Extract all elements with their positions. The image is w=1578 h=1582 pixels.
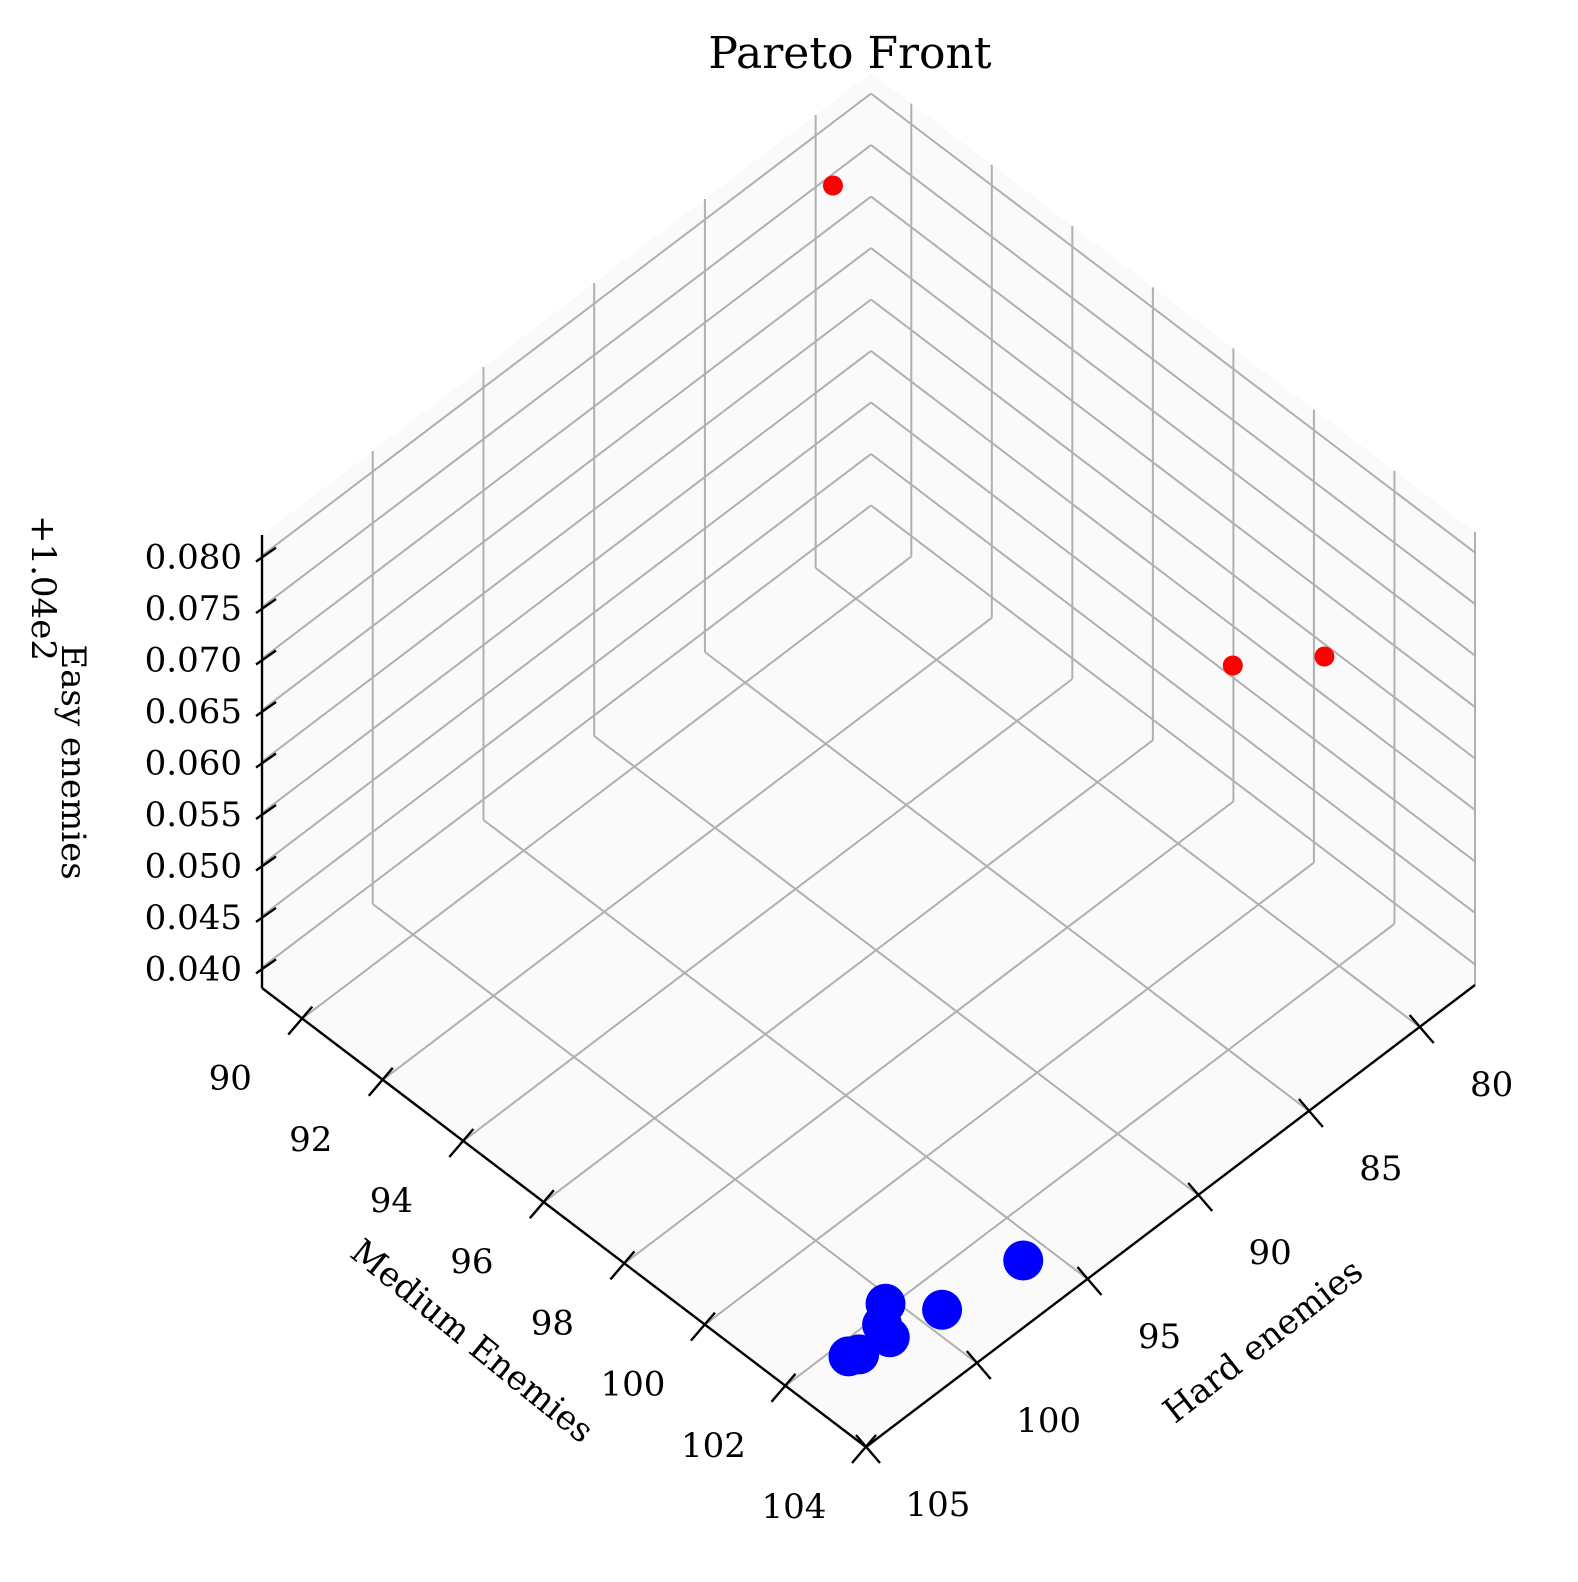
y-tick [367, 1067, 394, 1097]
red-point [1222, 655, 1243, 676]
y-tick [448, 1128, 475, 1158]
grid-line-z-left-wall [261, 453, 872, 917]
axes-lines [260, 535, 1476, 1448]
grid-line-z-left-wall [261, 350, 872, 814]
x-tick-label: 100 [1016, 1401, 1081, 1441]
chart-title: Pareto Front [708, 28, 991, 79]
floor-pane [262, 526, 1475, 1447]
grid-line-y-floor [543, 739, 1154, 1203]
grid-line-y-floor [462, 678, 1073, 1142]
z-axis-label: Easy enemies [53, 644, 93, 879]
data-points [822, 175, 1335, 1377]
x-tick-label: 95 [1138, 1317, 1181, 1357]
y-tick [287, 1005, 314, 1036]
x-tick [1076, 1266, 1103, 1296]
y-tick [770, 1373, 797, 1403]
grid-line-z-right-wall [870, 453, 1476, 914]
red-point [1314, 646, 1335, 667]
y-tick-label: 94 [370, 1181, 413, 1221]
z-tick [255, 701, 277, 718]
z-tick [255, 855, 277, 872]
z-tick [255, 906, 277, 923]
axis-ticks: 80 85 90 95 100 105 90 92 94 96 98 100 102 104 0.040 0.… [145, 538, 1514, 1527]
x-tick [1187, 1182, 1214, 1212]
x-tick-label: 85 [1359, 1149, 1402, 1189]
grid-line-y-floor [301, 555, 912, 1020]
x-axis-line [865, 984, 1476, 1448]
red-point [822, 175, 843, 196]
grid-line-z-right-wall [870, 350, 1476, 811]
z-tick-label: 0.050 [145, 846, 242, 886]
z-tick-label: 0.070 [145, 641, 242, 681]
x-tick [1297, 1098, 1324, 1128]
grid-line-y-floor [382, 617, 993, 1081]
z-tick [255, 546, 277, 563]
grid-line-z-left-wall [261, 92, 872, 557]
y-tick-label: 104 [762, 1487, 827, 1527]
grid-line-y-floor [623, 800, 1235, 1265]
z-axis-offset-text: +1.04e2 [23, 515, 63, 661]
z-tick [255, 598, 277, 615]
z-tick [255, 752, 277, 769]
blue-point [828, 1336, 869, 1377]
z-tick-label: 0.065 [145, 692, 242, 732]
z-tick-label: 0.060 [145, 744, 242, 784]
z-tick [255, 803, 277, 820]
y-tick-label: 96 [450, 1242, 493, 1282]
grid-line-z-left-wall [261, 298, 872, 763]
y-tick-label: 90 [209, 1059, 252, 1099]
y-tick [609, 1250, 636, 1281]
y-tick-label: 100 [600, 1365, 665, 1405]
grid-line-z-left-wall [261, 401, 872, 866]
z-tick-label: 0.075 [145, 589, 242, 629]
grid-line-z-right-wall [870, 195, 1476, 657]
axes-panes [262, 73, 1475, 1447]
z-tick-label: 0.040 [145, 949, 242, 989]
y-tick [528, 1189, 555, 1219]
y-tick [690, 1311, 716, 1342]
x-axis-label: Hard enemies [1156, 1251, 1371, 1431]
z-tick-label: 0.055 [145, 795, 242, 835]
blue-point [869, 1317, 910, 1358]
grid-line-z-right-wall [870, 504, 1476, 966]
z-tick-label: 0.045 [145, 898, 242, 938]
z-tick [255, 649, 277, 666]
y-axis-line [261, 987, 867, 1448]
grid-line-z-right-wall [870, 247, 1476, 708]
y-tick-label: 92 [289, 1120, 332, 1160]
z-tick [255, 958, 277, 975]
grid-line-y-floor [704, 861, 1315, 1326]
grid-line-z-left-wall [261, 504, 872, 969]
x-tick-label: 105 [906, 1485, 971, 1525]
x-tick [1408, 1014, 1435, 1044]
y-tick [851, 1434, 877, 1464]
grid-line-x-floor [815, 567, 1421, 1028]
grid-line-z-left-wall [261, 144, 872, 608]
grid-line-z-right-wall [870, 144, 1476, 605]
grid-line-z-right-wall [870, 298, 1476, 760]
grid-line-z-right-wall [870, 92, 1476, 554]
grid-line-z-left-wall [261, 195, 872, 660]
y-tick-label: 102 [681, 1426, 746, 1466]
y-tick-label: 98 [531, 1303, 574, 1343]
z-tick-label: 0.080 [145, 538, 242, 578]
grid-line-x-floor [482, 819, 1089, 1280]
x-tick-label: 80 [1470, 1065, 1513, 1105]
grid-line-x-floor [593, 735, 1199, 1196]
grid-line-z-left-wall [261, 247, 872, 711]
grid-line-z-right-wall [870, 401, 1476, 863]
x-tick [965, 1350, 992, 1380]
blue-point [922, 1289, 963, 1330]
grid-line-x-floor [704, 651, 1310, 1112]
blue-point [1003, 1240, 1044, 1281]
x-tick-label: 90 [1249, 1233, 1292, 1273]
x-tick [855, 1434, 881, 1464]
